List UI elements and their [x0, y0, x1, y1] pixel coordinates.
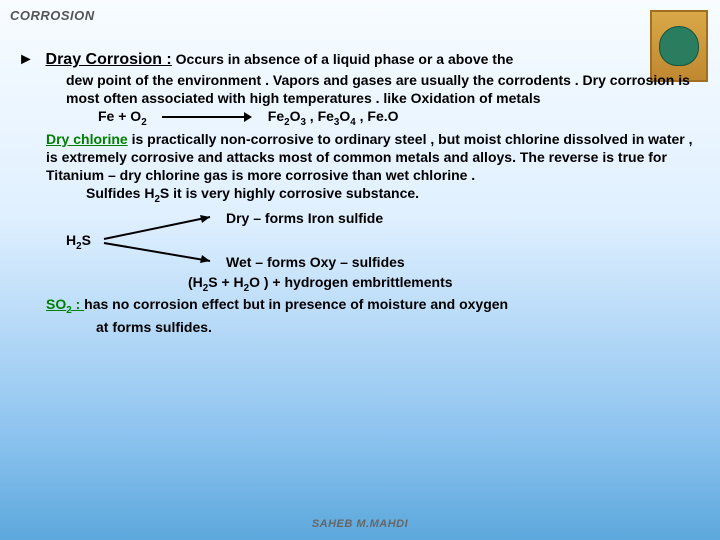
reactant: Fe + O2 [98, 108, 151, 124]
product-2: Fe3O4 [318, 108, 360, 124]
dry-chlorine-label: Dry chlorine [46, 131, 128, 147]
reactant-text: Fe + O [98, 108, 141, 124]
p2d: 4 [350, 117, 355, 128]
product-3: , Fe.O [360, 108, 399, 124]
branch-arrows-icon [100, 211, 220, 267]
so2-line-2: at forms sulfides. [18, 318, 702, 336]
so2-line: SO2 : has no corrosion effect but in pre… [18, 295, 702, 318]
so2-label: SO2 : [46, 296, 84, 312]
so2-a: SO [46, 296, 66, 312]
title-line: ► Dray Corrosion : Occurs in absence of … [18, 50, 702, 71]
h2s-equation: (H2S + H2O ) + hydrogen embrittlements [18, 273, 702, 296]
sulfides-a: Sulfides H [86, 185, 154, 201]
reaction-arrow-icon [162, 112, 252, 122]
so2-c: : [72, 296, 81, 312]
eq-a: (H [188, 274, 203, 290]
title-continuation: Occurs in absence of a liquid phase or a… [176, 51, 514, 67]
h2s-label: H2S [66, 231, 91, 254]
eq-e: O ) + hydrogen embrittlements [249, 274, 452, 290]
bullet-icon: ► [18, 51, 34, 68]
p2a: Fe [318, 108, 334, 124]
product-1: Fe2O3 [268, 108, 310, 124]
section-title: Dray Corrosion : [46, 51, 172, 68]
eq-c: S + H [208, 274, 243, 290]
sulfides-line: Sulfides H2S it is very highly corrosive… [18, 184, 702, 207]
slide-footer-author: SAHEB M.MAHDI [0, 518, 720, 530]
wet-branch-text: Wet – forms Oxy – sulfides [226, 253, 405, 271]
sulfides-c: S it is very highly corrosive substance. [160, 185, 419, 201]
h2s-c: S [82, 232, 91, 248]
so2-rest: has no corrosion effect but in presence … [84, 296, 508, 312]
h2s-branch-diagram: Dry – forms Iron sulfide H2S Wet – forms… [18, 209, 702, 273]
h2s-a: H [66, 232, 76, 248]
reactant-sub: 2 [141, 117, 146, 128]
reaction-line: Fe + O2 Fe2O3 , Fe3O4 , Fe.O [18, 107, 702, 130]
p1a: Fe [268, 108, 284, 124]
p1c: O [290, 108, 301, 124]
dry-branch-text: Dry – forms Iron sulfide [226, 209, 383, 227]
paragraph-1: dew point of the environment . Vapors an… [18, 71, 702, 107]
chlorine-paragraph: Dry chlorine is practically non-corrosiv… [18, 130, 702, 185]
slide-header-title: CORROSION [10, 8, 95, 23]
slide-body: ► Dray Corrosion : Occurs in absence of … [18, 50, 702, 336]
p1d: 3 [300, 117, 305, 128]
chlorine-text: is practically non-corrosive to ordinary… [46, 131, 693, 183]
sep1: , [310, 108, 318, 124]
p2c: O [339, 108, 350, 124]
